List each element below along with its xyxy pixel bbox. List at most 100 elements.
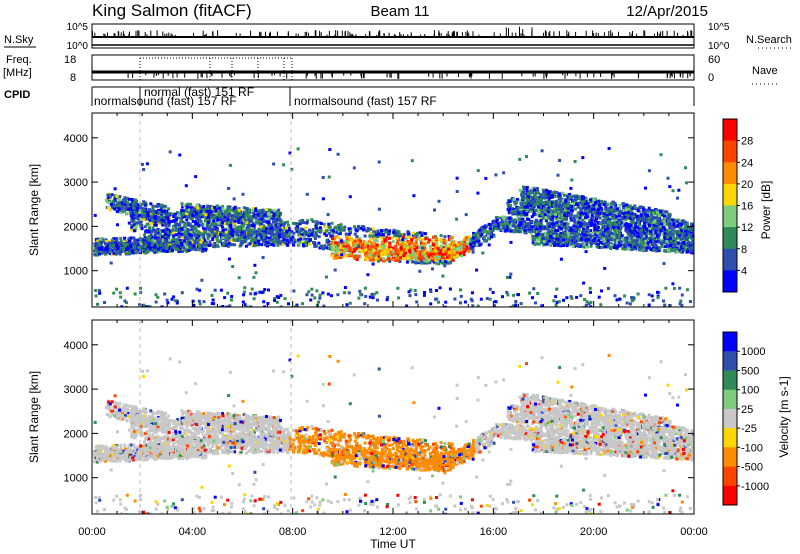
data-cell xyxy=(161,223,165,227)
data-cell xyxy=(338,251,342,255)
data-cell xyxy=(139,217,143,221)
data-cell xyxy=(267,221,271,225)
data-cell xyxy=(403,257,407,261)
data-cell xyxy=(142,215,146,219)
data-cell xyxy=(198,215,202,219)
data-cell xyxy=(253,223,256,227)
data-cell xyxy=(406,230,410,234)
data-cell xyxy=(529,220,533,224)
data-cell xyxy=(555,231,559,235)
data-cell xyxy=(180,236,184,240)
data-cell xyxy=(649,236,652,240)
data-cell xyxy=(266,241,270,245)
data-cell xyxy=(432,260,436,264)
data-cell xyxy=(301,241,305,245)
data-cell xyxy=(103,250,107,254)
data-cell xyxy=(480,226,483,230)
data-cell xyxy=(222,212,226,216)
data-cell xyxy=(654,230,658,234)
data-cell xyxy=(518,228,522,232)
data-cell xyxy=(314,232,318,236)
data-cell xyxy=(120,246,124,250)
data-cell xyxy=(261,229,265,233)
data-cell xyxy=(198,204,202,208)
data-cell xyxy=(268,213,272,217)
data-cell xyxy=(526,217,529,221)
data-cell xyxy=(169,245,173,249)
data-cell xyxy=(262,218,266,222)
data-cell xyxy=(569,226,573,230)
data-cell xyxy=(319,228,323,232)
data-cell xyxy=(536,222,540,225)
data-cell xyxy=(141,212,145,216)
data-cell xyxy=(119,236,123,240)
data-cell xyxy=(164,224,168,228)
data-cell xyxy=(416,259,420,263)
data-cell xyxy=(228,207,232,210)
data-cell xyxy=(156,247,160,251)
data-cell xyxy=(373,230,377,234)
data-cell xyxy=(534,218,538,222)
data-cell xyxy=(174,220,178,224)
data-cell xyxy=(539,218,543,222)
data-cell xyxy=(187,249,191,252)
data-cell xyxy=(526,203,530,207)
data-cell xyxy=(603,227,607,231)
data-cell xyxy=(441,259,445,263)
data-cell xyxy=(647,229,651,233)
data-cell xyxy=(183,237,187,241)
data-cell xyxy=(375,253,379,257)
data-cell xyxy=(218,233,222,237)
data-cell xyxy=(574,228,578,232)
data-cell xyxy=(414,242,418,246)
data-cell xyxy=(135,221,139,225)
data-cell xyxy=(150,230,154,233)
data-cell xyxy=(141,202,145,206)
data-cell xyxy=(607,231,610,235)
data-cell xyxy=(313,244,317,248)
data-cell xyxy=(403,251,407,255)
data-cell xyxy=(629,223,633,227)
data-cell xyxy=(162,219,166,223)
data-cell xyxy=(478,229,482,233)
data-cell xyxy=(233,227,237,231)
data-cell xyxy=(108,208,112,212)
data-cell xyxy=(186,223,190,227)
data-cell xyxy=(268,229,272,233)
data-cell xyxy=(548,224,552,228)
data-cell xyxy=(279,219,283,223)
data-cell xyxy=(151,207,155,210)
data-cell xyxy=(244,214,248,218)
data-cell xyxy=(136,238,140,242)
data-cell xyxy=(189,211,192,215)
data-cell xyxy=(126,200,130,204)
data-cell xyxy=(394,244,398,248)
data-cell xyxy=(187,239,190,243)
data-cell xyxy=(172,237,176,241)
data-cell xyxy=(641,224,645,228)
data-cell xyxy=(560,222,564,226)
data-cell xyxy=(130,219,134,223)
data-cell xyxy=(217,207,221,211)
data-cell xyxy=(434,236,438,240)
data-cell xyxy=(383,241,387,245)
data-cell xyxy=(442,241,446,245)
freq-tick-top: 18 xyxy=(64,54,76,66)
data-cell xyxy=(509,221,513,225)
data-cell xyxy=(103,244,107,248)
data-cell xyxy=(116,248,120,252)
data-cell xyxy=(399,256,402,260)
data-cell xyxy=(92,243,96,247)
data-cell xyxy=(148,208,151,212)
nsky-spikes xyxy=(92,26,693,37)
data-cell xyxy=(236,232,239,236)
data-cell xyxy=(106,206,110,210)
data-cell xyxy=(511,222,515,226)
data-cell xyxy=(185,212,189,216)
data-cell xyxy=(202,237,206,241)
data-cell xyxy=(456,243,460,247)
data-cell xyxy=(239,241,243,245)
data-cell xyxy=(275,232,279,236)
data-cell xyxy=(365,244,369,248)
data-cell xyxy=(308,228,311,232)
